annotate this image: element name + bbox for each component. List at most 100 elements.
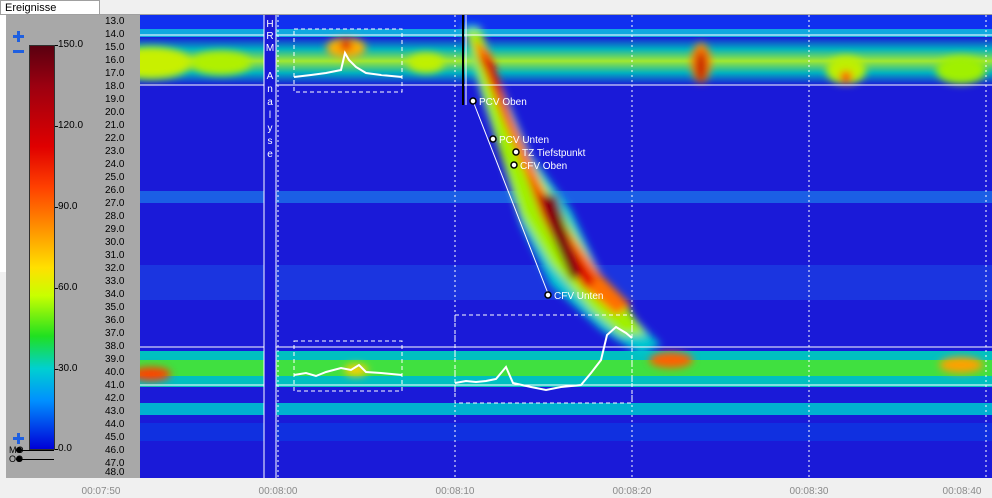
y-axis-label: 35.0 [105, 302, 125, 313]
analysis-label-char: M [266, 43, 274, 54]
colorbar-tick [55, 288, 58, 289]
y-axis-labels: 13.0 14.0 15.0 16.0 17.0 18.0 19.0 20.0 … [101, 15, 140, 478]
colorbar-tick [55, 449, 58, 450]
y-axis-label: 41.0 [105, 380, 125, 391]
channel-mo-line[interactable] [16, 450, 54, 451]
y-axis-label: 38.0 [105, 341, 125, 352]
analysis-label-char: a [267, 97, 273, 108]
marker-tz-tiefstpunkt[interactable] [512, 148, 520, 156]
band-bottom-details [131, 352, 983, 381]
y-axis-label: 26.0 [105, 185, 125, 196]
time-axis: 00:07:50 00:08:00 00:08:10 00:08:20 00:0… [0, 478, 992, 498]
band [101, 29, 992, 37]
y-axis-label: 46.0 [105, 445, 125, 456]
annotation-path [472, 100, 550, 297]
y-axis-label: 40.0 [105, 367, 125, 378]
add-icon[interactable] [13, 433, 24, 444]
band [101, 403, 992, 415]
channel-mo-marker[interactable] [16, 447, 22, 453]
label-cfv-oben: CFV Oben [520, 161, 567, 172]
y-axis-label: 47.0 [105, 458, 125, 469]
y-axis-label: 24.0 [105, 159, 125, 170]
analysis-label-char: l [269, 110, 271, 121]
analysis-label-char: R [266, 31, 273, 42]
annotation-markers[interactable]: PCV Oben PCV Unten TZ Tiefstpunkt CFV Ob… [469, 97, 603, 302]
tab-ereignisse[interactable]: Ereignisse [0, 0, 100, 14]
colorbar-label: 90.0 [58, 201, 78, 212]
analysis-label-char: n [267, 84, 273, 95]
analysis-column [264, 15, 276, 478]
channel-oo-line[interactable] [16, 459, 54, 460]
colorbar-label: 150.0 [58, 39, 84, 50]
colorbar-tick [55, 45, 58, 46]
y-axis-label: 31.0 [105, 250, 125, 261]
y-axis-label: 33.0 [105, 276, 125, 287]
y-axis-label: 32.0 [105, 263, 125, 274]
marker-pcv-oben[interactable] [469, 97, 477, 105]
channel-oo-marker[interactable] [16, 456, 22, 462]
colorbar-tick [55, 126, 58, 127]
y-axis-label: 44.0 [105, 419, 125, 430]
analysis-vertical-label: H R M A n a l y s e [266, 19, 274, 160]
y-axis-label: 23.0 [105, 146, 125, 157]
colorbar-label: 120.0 [58, 120, 84, 131]
marker-cfv-oben[interactable] [510, 161, 518, 169]
band [101, 15, 992, 29]
colorbar-tick [55, 207, 58, 208]
tab-divider [0, 14, 992, 15]
label-pcv-unten: PCV Unten [499, 135, 549, 146]
y-axis-label: 45.0 [105, 432, 125, 443]
analysis-label-char: y [268, 123, 273, 134]
zoom-out-icon[interactable] [13, 50, 24, 53]
y-axis-label: 30.0 [105, 237, 125, 248]
y-axis-label: 36.0 [105, 315, 125, 326]
y-axis-label: 18.0 [105, 81, 125, 92]
colorbar-label: 30.0 [58, 363, 78, 374]
y-axis-label: 16.0 [105, 55, 125, 66]
y-axis-label: 34.0 [105, 289, 125, 300]
analysis-label-char: A [267, 71, 274, 82]
colorbar[interactable] [29, 45, 55, 450]
label-tz-tiefstpunkt: TZ Tiefstpunkt [522, 148, 586, 159]
time-axis-label: 00:08:10 [435, 486, 475, 497]
y-axis-label: 13.0 [105, 16, 125, 27]
time-axis-label: 00:08:40 [942, 486, 982, 497]
y-axis-label: 42.0 [105, 393, 125, 404]
colorbar-label: 60.0 [58, 282, 78, 293]
y-axis-label: 43.0 [105, 406, 125, 417]
y-axis-label: 20.0 [105, 107, 125, 118]
event-trace [463, 25, 661, 355]
time-axis-label: 00:08:00 [258, 486, 298, 497]
colorbar-tick [55, 369, 58, 370]
y-axis-label: 28.0 [105, 211, 125, 222]
y-axis-label: 39.0 [105, 354, 125, 365]
time-axis-label: 00:08:20 [612, 486, 652, 497]
horizontal-markers [101, 34, 992, 386]
selection-boxes[interactable] [293, 28, 633, 404]
spectrogram-svg[interactable]: H R M A n a l y s e PCV Oben PCV Unten T… [101, 15, 992, 478]
waveform-traces [293, 50, 633, 392]
y-axis-label: 27.0 [105, 198, 125, 209]
y-axis-label: 22.0 [105, 133, 125, 144]
y-axis-label: 21.0 [105, 120, 125, 131]
analysis-label-char: e [267, 149, 273, 160]
label-cfv-unten: CFV Unten [554, 291, 603, 302]
y-axis-label: 48.0 [105, 467, 125, 478]
marker-pcv-unten[interactable] [489, 135, 497, 143]
analysis-label-char: H [266, 19, 273, 30]
time-axis-label: 00:08:30 [789, 486, 829, 497]
y-axis-label: 19.0 [105, 94, 125, 105]
marker-cfv-unten[interactable] [544, 291, 552, 299]
zoom-in-icon[interactable] [13, 31, 24, 42]
spectrogram-plot[interactable]: H R M A n a l y s e PCV Oben PCV Unten T… [101, 15, 992, 478]
band [101, 423, 992, 441]
y-axis-label: 17.0 [105, 68, 125, 79]
y-axis-label: 29.0 [105, 224, 125, 235]
y-axis-label: 25.0 [105, 172, 125, 183]
y-axis-label: 14.0 [105, 29, 125, 40]
band-bottom-core [101, 360, 992, 376]
y-axis-label: 15.0 [105, 42, 125, 53]
colorbar-label: 0.0 [58, 443, 72, 454]
y-axis-label: 37.0 [105, 328, 125, 339]
time-axis-label: 00:07:50 [81, 486, 121, 497]
